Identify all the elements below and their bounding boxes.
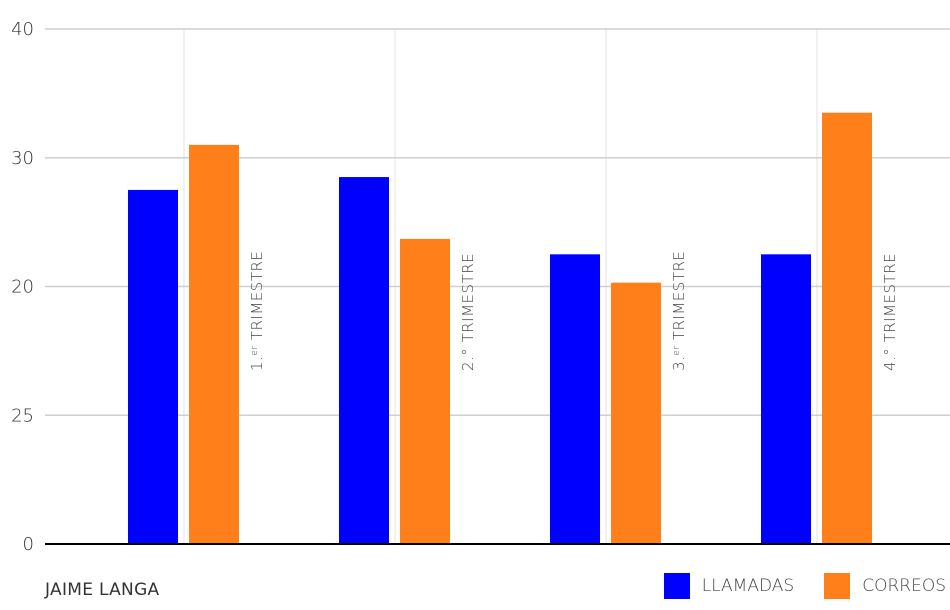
bars [128, 112, 872, 545]
y-tick-label: 0 [23, 534, 34, 555]
bar-llamadas [550, 254, 600, 544]
quarter-label: 4.° TRIMESTRE [881, 253, 899, 371]
bar-llamadas [339, 177, 389, 544]
author-name: JAIME LANGA [45, 580, 160, 600]
bar-correos [611, 282, 661, 544]
legend-swatch-llamadas [663, 573, 690, 599]
legend-label-correos: CORREOS [862, 576, 946, 596]
bar-correos [189, 144, 239, 544]
y-tick-label: 30 [11, 148, 34, 169]
bar-llamadas [761, 254, 811, 544]
quarter-label: 3.er TRIMESTRE [670, 251, 688, 371]
bar-correos [822, 112, 872, 544]
legend-item-llamadas: LLAMADAS [663, 573, 795, 599]
quarter-label: 2.° TRIMESTRE [459, 253, 477, 371]
category-labels: 1.er TRIMESTRE 2.° TRIMESTRE 3.er TRIMESTR… [248, 251, 899, 371]
y-axis-ticks: 0 25 20 30 40 [11, 19, 34, 555]
legend-item-correos: CORREOS [824, 573, 946, 599]
grid-lines [45, 28, 950, 544]
y-tick-label: 40 [11, 19, 34, 40]
y-tick-label: 25 [11, 405, 34, 426]
legend-label-llamadas: LLAMADAS [701, 576, 795, 596]
bar-correos [400, 238, 450, 545]
legend: LLAMADAS CORREOS [634, 573, 946, 599]
quarter-label: 1.er TRIMESTRE [248, 251, 266, 371]
legend-swatch-correos [824, 573, 851, 599]
y-tick-label: 20 [11, 277, 34, 298]
bar-llamadas [128, 189, 178, 544]
